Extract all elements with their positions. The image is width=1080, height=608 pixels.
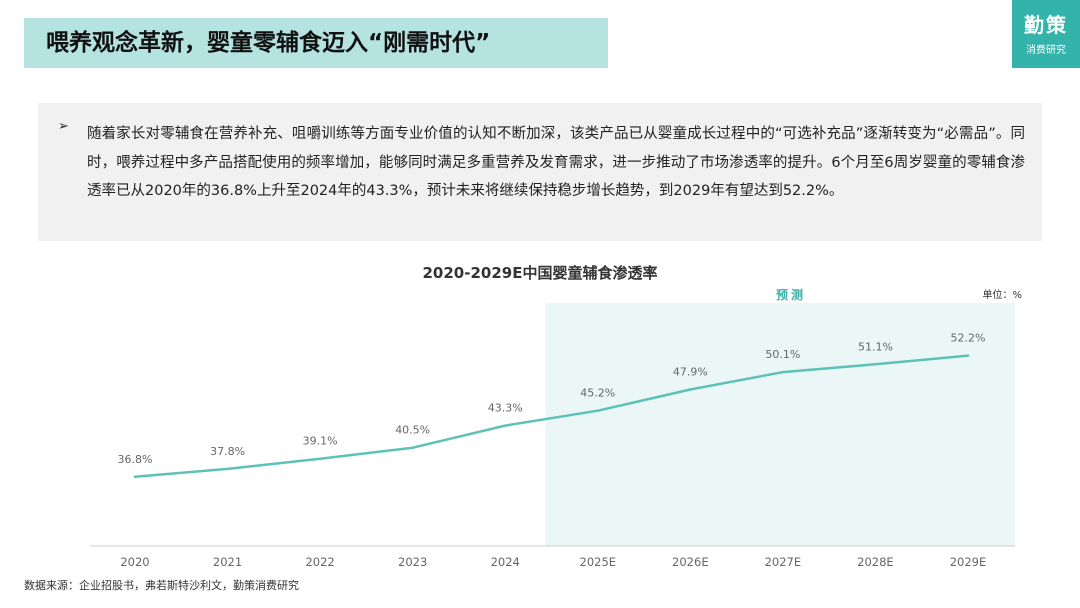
x-tick-label: 2022 bbox=[305, 555, 334, 569]
summary-box: ➢ 随着家长对零辅食在营养补充、咀嚼训练等方面专业价值的认知不断加深，该类产品已… bbox=[38, 103, 1042, 241]
data-point bbox=[318, 457, 322, 460]
x-tick-label: 2029E bbox=[950, 555, 987, 569]
data-point bbox=[781, 370, 785, 374]
brand-logo: 勤策 消费研究 bbox=[1012, 0, 1080, 68]
x-tick-label: 2021 bbox=[213, 555, 242, 569]
data-label: 36.8% bbox=[118, 453, 153, 466]
summary-text: 随着家长对零辅食在营养补充、咀嚼训练等方面专业价值的认知不断加深，该类产品已从婴… bbox=[87, 126, 1025, 199]
data-point bbox=[874, 363, 877, 366]
bullet-arrow-icon: ➢ bbox=[58, 119, 69, 134]
data-label: 37.8% bbox=[210, 445, 245, 458]
data-label: 43.3% bbox=[488, 402, 523, 415]
unit-label: 单位：% bbox=[982, 290, 1022, 301]
x-tick-label: 2027E bbox=[765, 555, 802, 569]
logo-name: 勤策 bbox=[1024, 13, 1068, 37]
data-label: 45.2% bbox=[580, 387, 615, 400]
data-point bbox=[689, 388, 692, 391]
data-label: 47.9% bbox=[673, 365, 708, 378]
chart-title: 2020-2029E中国婴童辅食渗透率 bbox=[422, 264, 658, 282]
data-point bbox=[226, 467, 229, 471]
x-tick-label: 2023 bbox=[398, 555, 427, 569]
title-banner: 喂养观念革新，婴童零辅食迈入“刚需时代” bbox=[24, 18, 608, 68]
forecast-band bbox=[545, 303, 1015, 546]
x-tick-label: 2026E bbox=[672, 555, 709, 569]
data-label: 39.1% bbox=[303, 435, 338, 448]
data-label: 50.1% bbox=[765, 348, 800, 361]
data-source: 数据来源：企业招股书，弗若斯特沙利文，勤策消费研究 bbox=[24, 579, 299, 592]
data-point bbox=[504, 424, 507, 427]
forecast-label: 预测 bbox=[775, 288, 806, 302]
x-tick-label: 2020 bbox=[120, 555, 149, 569]
logo-subtitle: 消费研究 bbox=[1026, 45, 1066, 56]
x-tick-label: 2024 bbox=[491, 555, 520, 569]
data-point bbox=[411, 446, 414, 449]
series-line bbox=[133, 354, 970, 479]
data-point bbox=[133, 475, 137, 478]
data-label: 40.5% bbox=[395, 424, 430, 437]
x-tick-label: 2025E bbox=[580, 555, 617, 569]
data-point bbox=[966, 354, 970, 357]
page-title: 喂养观念革新，婴童零辅食迈入“刚需时代” bbox=[46, 30, 491, 56]
data-point bbox=[596, 409, 599, 412]
data-label: 52.2% bbox=[951, 332, 986, 345]
data-label: 51.1% bbox=[858, 340, 893, 353]
x-tick-label: 2028E bbox=[857, 555, 894, 569]
